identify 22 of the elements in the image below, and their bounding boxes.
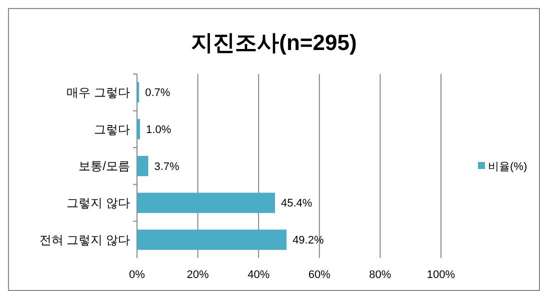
y-tick-label: 그렇다 <box>94 122 130 136</box>
y-tick-label: 보통/모름 <box>78 159 130 174</box>
x-tick-label: 40% <box>248 269 270 281</box>
data-label: 1.0% <box>146 124 172 136</box>
y-tick-label: 전혀 그렇지 않다 <box>39 232 130 247</box>
data-label: 0.7% <box>145 87 170 100</box>
y-tick-label: 매우 그렇다 <box>66 85 130 100</box>
bar <box>137 230 287 250</box>
bar <box>137 156 148 176</box>
x-tick-label: 60% <box>308 269 331 281</box>
data-label: 49.2% <box>292 234 324 247</box>
chart-title: 지진조사(n=295) <box>191 30 357 55</box>
y-tick-label: 그렇지 않다 <box>66 196 130 210</box>
x-tick-label: 20% <box>186 269 210 281</box>
legend-label: 비율(%) <box>488 160 528 173</box>
bar <box>137 192 276 214</box>
data-label: 45.4% <box>281 198 312 210</box>
x-tick-label: 0% <box>129 269 146 281</box>
bar <box>137 118 140 140</box>
data-label: 3.7% <box>154 160 180 173</box>
x-tick-label: 80% <box>369 269 392 281</box>
x-tick-label: 100% <box>426 269 456 281</box>
